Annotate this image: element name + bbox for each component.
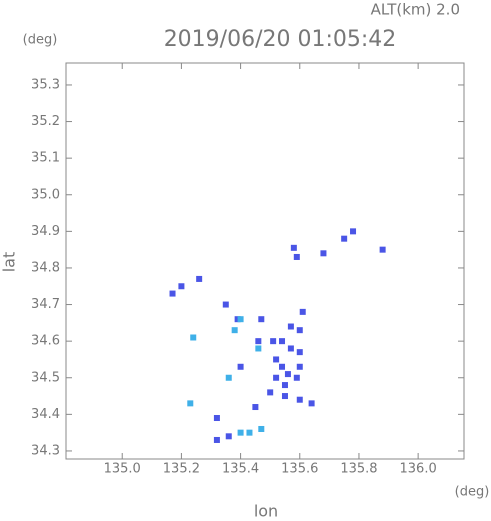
x-unit: (deg) (455, 485, 490, 500)
echo-point (252, 404, 259, 411)
y-tick-label: 34.6 (31, 334, 60, 349)
echo-point (213, 436, 220, 443)
echo-point (293, 374, 300, 381)
x-tick-label: 135.0 (104, 462, 141, 477)
echo-point (296, 327, 303, 334)
echo-point (225, 374, 232, 381)
chart-title: 2019/06/20 01:05:42 (164, 27, 397, 52)
echo-point (213, 415, 220, 422)
x-axis-label: lon (254, 502, 278, 521)
echo-point (290, 244, 297, 251)
y-tick-label: 35.3 (31, 77, 60, 92)
echo-point (225, 433, 232, 440)
echo-point (196, 275, 203, 282)
echo-point (178, 283, 185, 290)
echo-point (169, 290, 176, 297)
y-axis-label: lat (0, 252, 19, 273)
echo-point (287, 323, 294, 330)
x-tick-label: 135.8 (340, 462, 377, 477)
echo-point (296, 363, 303, 370)
y-tick-label: 34.7 (31, 297, 60, 312)
y-tick-label: 35.1 (31, 151, 60, 166)
echo-point (284, 371, 291, 378)
x-tick-label: 135.6 (281, 462, 318, 477)
echo-point (296, 396, 303, 403)
echo-point (281, 393, 288, 400)
y-tick-label: 35.2 (31, 114, 60, 129)
echo-point (308, 400, 315, 407)
echo-point (341, 235, 348, 242)
x-tick-label: 135.2 (163, 462, 200, 477)
echo-point (255, 338, 262, 345)
y-tick-label: 34.9 (31, 224, 60, 239)
echo-point (190, 334, 197, 341)
echo-point (279, 363, 286, 370)
echo-point (273, 356, 280, 363)
echo-point (281, 382, 288, 389)
y-tick-label: 34.3 (31, 443, 60, 458)
y-unit: (deg) (23, 33, 58, 48)
y-tick-label: 34.5 (31, 370, 60, 385)
echo-point (246, 429, 253, 436)
echo-point (287, 345, 294, 352)
echo-point (258, 316, 265, 323)
echo-point (255, 345, 262, 352)
altitude-label: ALT(km) 2.0 (371, 1, 460, 19)
echo-point (222, 301, 229, 308)
echo-point (237, 363, 244, 370)
echo-point (273, 374, 280, 381)
x-tick-label: 135.4 (222, 462, 259, 477)
x-tick-label: 136.0 (400, 462, 437, 477)
y-tick-label: 35.0 (31, 187, 60, 202)
y-tick-label: 34.8 (31, 260, 60, 275)
echo-point (296, 349, 303, 356)
echo-point (320, 250, 327, 257)
echo-point (279, 338, 286, 345)
echo-point (231, 327, 238, 334)
echo-point (187, 400, 194, 407)
echo-point (237, 429, 244, 436)
echo-point (299, 308, 306, 315)
echo-point (258, 425, 265, 432)
plot-frame (65, 62, 465, 460)
echo-point (350, 228, 357, 235)
echo-point (293, 253, 300, 260)
echo-point (379, 246, 386, 253)
y-tick-label: 34.4 (31, 407, 60, 422)
echo-point (270, 338, 277, 345)
echo-point (267, 389, 274, 396)
echo-point (237, 316, 244, 323)
